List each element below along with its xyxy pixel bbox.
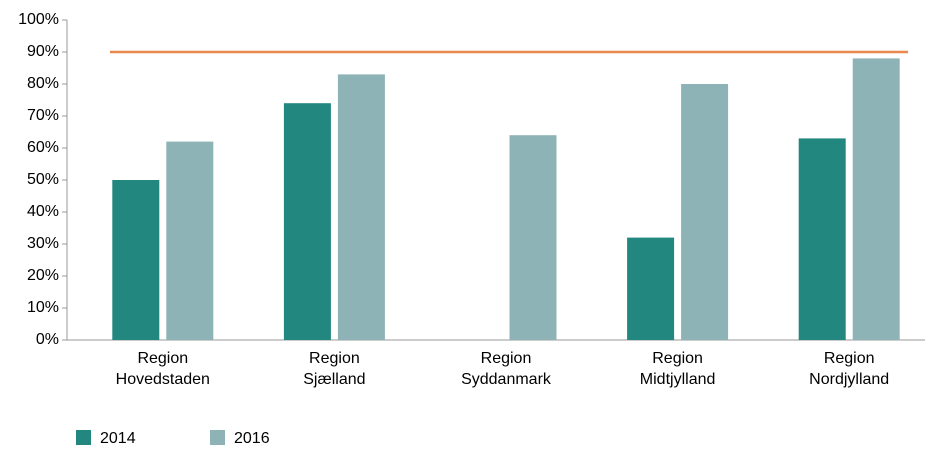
x-tick-label: Region Midtjylland	[639, 350, 716, 388]
bar	[798, 138, 846, 340]
x-tick-label: Region Hovedstaden	[115, 350, 210, 388]
legend-label: 2016	[234, 430, 270, 447]
bar	[509, 135, 557, 340]
y-tick-label: 60%	[27, 139, 59, 156]
bar	[112, 180, 160, 340]
bar	[852, 58, 900, 341]
bar	[166, 141, 214, 340]
y-tick-label: 100%	[18, 11, 59, 28]
x-tick-label: Region Syddanmark	[461, 350, 551, 388]
y-tick-label: 80%	[27, 75, 59, 92]
y-tick-label: 70%	[27, 107, 59, 124]
legend-label: 2014	[100, 430, 136, 447]
bar	[283, 103, 331, 340]
bar	[337, 74, 385, 341]
y-tick-label: 20%	[27, 267, 59, 284]
y-tick-label: 0%	[36, 331, 59, 348]
x-tick-label: Region Nordjylland	[809, 350, 890, 388]
bar	[627, 237, 675, 340]
bar	[681, 84, 729, 340]
y-tick-label: 50%	[27, 171, 59, 188]
y-tick-label: 40%	[27, 203, 59, 220]
y-tick-label: 30%	[27, 235, 59, 252]
legend-swatch	[210, 430, 225, 445]
y-tick-label: 10%	[27, 299, 59, 316]
x-tick-label: Region Sjælland	[303, 350, 366, 388]
y-tick-label: 90%	[27, 43, 59, 60]
legend-swatch	[76, 430, 91, 445]
